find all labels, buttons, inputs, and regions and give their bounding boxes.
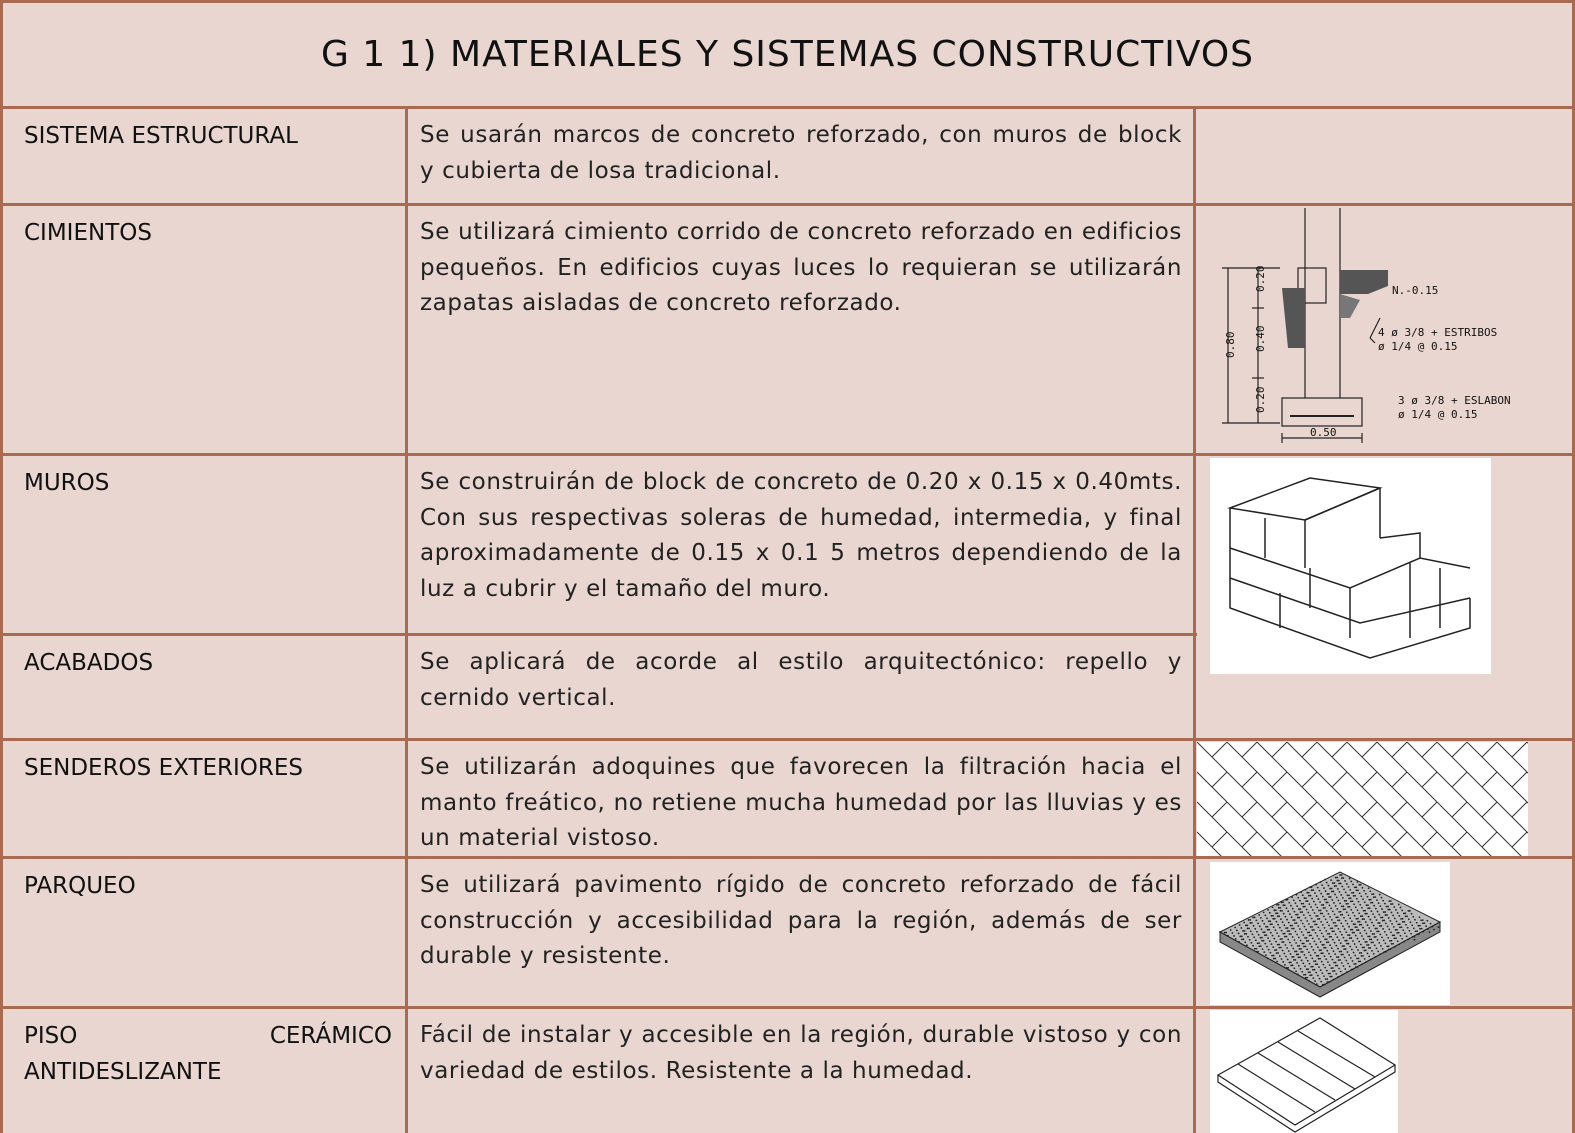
row-border — [0, 738, 1575, 741]
row-label: ACABADOS — [24, 650, 154, 676]
foundation-drawing: 0.20 0.40 0.20 0.80 N.-0.15 4 ø 3/8 + ES… — [1222, 208, 1511, 443]
row-label: MUROS — [24, 470, 110, 496]
row-label: PISO CERÁMICO ANTIDESLIZANTE — [24, 1023, 392, 1085]
rebar-label: 3 ø 3/8 + ESLABON — [1398, 394, 1511, 407]
dim-label: 0.20 — [1254, 266, 1267, 293]
row-border — [0, 1006, 1575, 1009]
row-label: SISTEMA ESTRUCTURAL — [24, 123, 298, 149]
rebar-label: ø 1/4 @ 0.15 — [1378, 340, 1457, 353]
row-border — [0, 203, 1575, 206]
tile-floor-drawing — [1210, 1010, 1398, 1133]
block-wall-drawing — [1210, 458, 1491, 674]
row-border — [0, 856, 1575, 859]
row-border — [0, 453, 1575, 456]
row-label: SENDEROS EXTERIORES — [24, 755, 304, 781]
row-description: Se construirán de block de concreto de 0… — [420, 469, 1182, 602]
row-description: Fácil de instalar y accesible en la regi… — [420, 1022, 1182, 1084]
row-description: Se utilizará cimiento corrido de concret… — [420, 219, 1182, 316]
dim-label: 0.40 — [1254, 326, 1267, 353]
row-description: Se aplicará de acorde al estilo arquitec… — [420, 649, 1182, 711]
rebar-label: ø 1/4 @ 0.15 — [1398, 408, 1477, 421]
row-border — [0, 106, 1575, 109]
dim-label: 0.20 — [1254, 387, 1267, 414]
row-description: Se utilizará pavimento rígido de concret… — [420, 872, 1182, 969]
rebar-label: 4 ø 3/8 + ESTRIBOS — [1378, 326, 1497, 339]
column-border — [1193, 106, 1196, 1133]
row-border — [0, 633, 1197, 636]
dim-label: 0.80 — [1224, 332, 1237, 359]
column-border — [405, 106, 408, 1133]
row-description: Se utilizarán adoquines que favorecen la… — [420, 754, 1182, 851]
paver-pattern — [1197, 742, 1528, 856]
row-description: Se usarán marcos de concreto reforzado, … — [420, 122, 1182, 184]
pavement-drawing — [1210, 862, 1450, 1005]
row-label: CIMIENTOS — [24, 220, 152, 246]
title: G 1 1) MATERIALES Y SISTEMAS CONSTRUCTIV… — [320, 33, 1255, 75]
dim-label: 0.50 — [1310, 426, 1337, 439]
level-label: N.-0.15 — [1392, 284, 1438, 297]
row-label: PARQUEO — [24, 873, 136, 899]
